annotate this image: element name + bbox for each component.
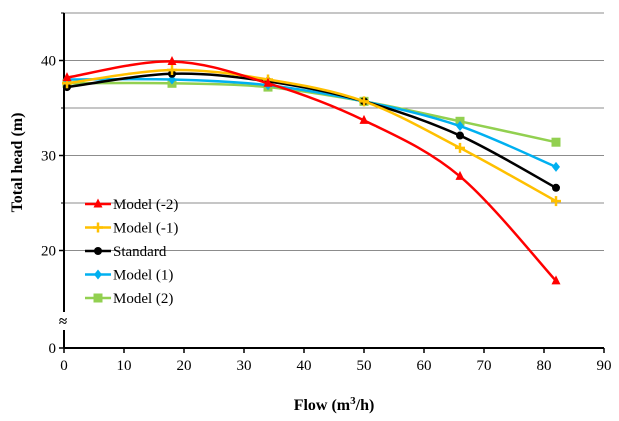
gridlines: [64, 12, 604, 251]
data-point: [167, 65, 177, 75]
data-point: [455, 142, 465, 153]
data-point: [167, 55, 177, 65]
data-point: [551, 275, 561, 285]
data-point: [455, 170, 465, 180]
legend-label: Model (1): [113, 268, 173, 284]
legend-item: Model (-2): [85, 197, 178, 213]
legend-marker: [93, 222, 103, 233]
legend-label: Model (2): [113, 291, 173, 307]
legend-marker: [93, 198, 103, 208]
x-tick-label: 90: [597, 358, 612, 374]
y-axis-label: Total head (m): [9, 113, 26, 213]
x-tick-label: 40: [297, 358, 312, 374]
x-tick-label: 80: [537, 358, 552, 374]
data-point: [263, 77, 273, 87]
x-tick-label: 70: [477, 358, 492, 374]
legend-label: Model (-2): [113, 197, 178, 213]
series-layer: [62, 55, 561, 285]
legend-item: Standard: [85, 244, 167, 260]
legend-item: Model (1): [85, 268, 173, 284]
data-point: [456, 121, 464, 132]
data-point: [552, 161, 560, 172]
data-point: [456, 131, 464, 140]
data-point: [551, 196, 561, 207]
x-tick-label: 0: [60, 358, 68, 374]
series-model-2: [62, 55, 561, 285]
legend-item: Model (2): [85, 291, 173, 307]
data-point: [359, 114, 369, 124]
axes: 0 20 30 40 ≈0 10 20 30 40 50 60 70 80 90: [41, 12, 612, 374]
legend-label: Model (-1): [113, 221, 178, 237]
series-line: [66, 72, 557, 189]
legend-marker: [94, 269, 102, 280]
data-point: [552, 183, 560, 192]
x-axis-label: Flow (m3/h): [294, 395, 375, 414]
y-tick-label: 0: [49, 341, 57, 357]
series-line: [66, 68, 557, 203]
y-tick-label: 30: [41, 149, 56, 165]
axis-break-symbol: ≈: [59, 314, 67, 330]
series-line: [66, 77, 557, 169]
y-tick-label: 40: [41, 54, 56, 70]
data-point: [62, 72, 72, 82]
series-standard: [63, 69, 560, 192]
x-tick-label: 30: [237, 358, 252, 374]
data-point: [359, 96, 369, 107]
series-model-1: [62, 65, 561, 207]
x-tick-label: 20: [177, 358, 192, 374]
x-tick-label: 60: [417, 358, 432, 374]
y-tick-label: 20: [41, 244, 56, 260]
legend-label: Standard: [113, 244, 167, 260]
x-tick-label: 10: [117, 358, 132, 374]
x-tick-label: 50: [357, 358, 372, 374]
series-line: [66, 60, 557, 282]
legend-marker: [93, 293, 103, 303]
legend-item: Model (-1): [85, 221, 178, 237]
data-point: [551, 137, 561, 147]
legend: Model (-2) Model (-1) Standard Model (1) Mod…: [85, 197, 178, 307]
legend-marker: [94, 247, 102, 255]
